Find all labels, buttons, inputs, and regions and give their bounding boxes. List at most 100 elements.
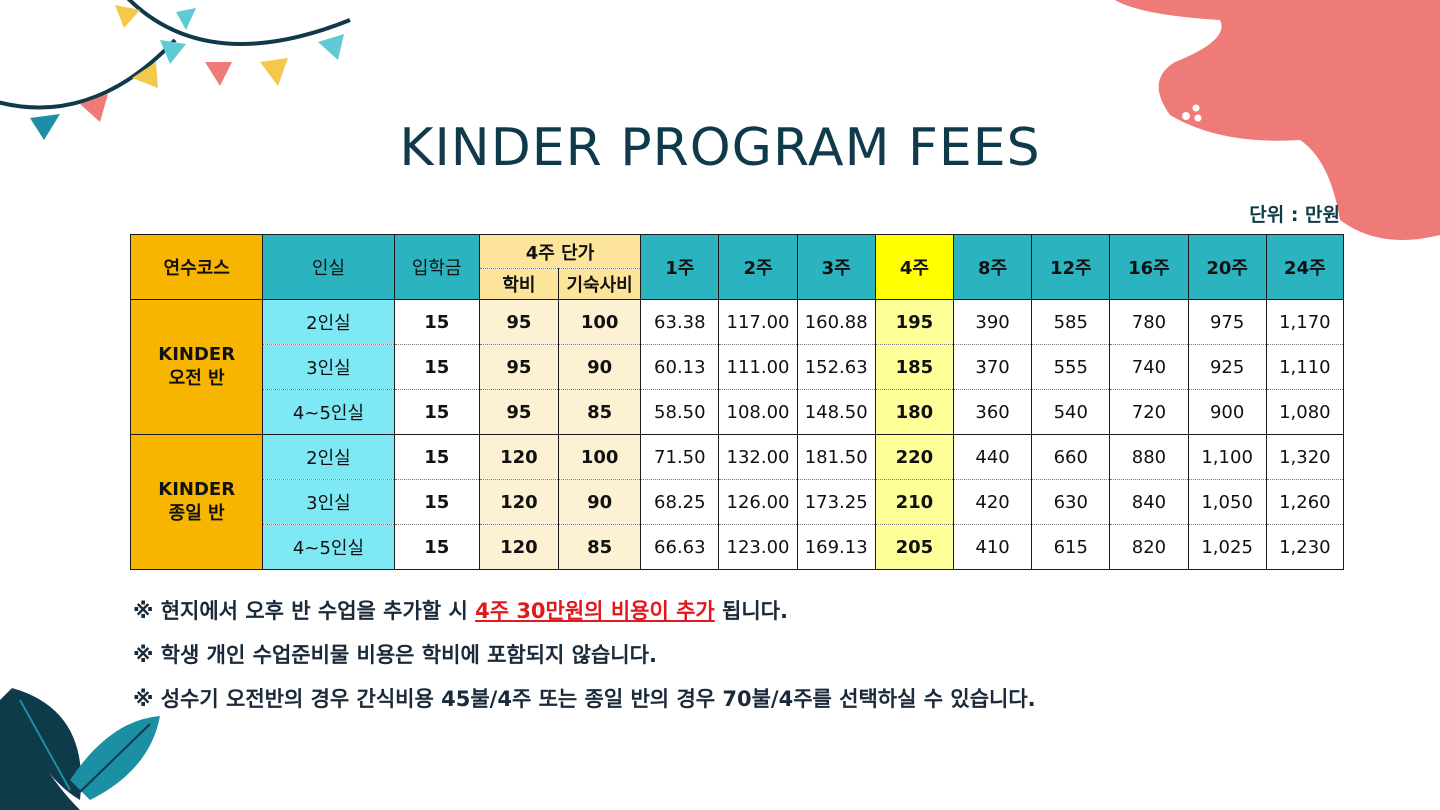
week-24-cell: 1,260 [1265,479,1345,525]
dorm-fee-cell: 90 [558,479,642,525]
week-2-cell: 108.00 [718,389,798,435]
week-1-cell: 66.63 [640,524,720,570]
page-title: KINDER PROGRAM FEES [399,118,1041,178]
table-row: 4~5인실 15 95 85 58.50 108.00 148.50 180 3… [131,389,1345,435]
header-week-4: 4주 [874,234,954,300]
room-cell: 4~5인실 [262,524,395,570]
entry-fee-cell: 15 [393,524,480,570]
header-dorm-fee: 기숙사비 [558,268,642,300]
week-1-cell: 71.50 [640,434,720,480]
week-12-cell: 555 [1031,344,1111,390]
week-3-cell: 160.88 [796,299,876,345]
week-12-cell: 660 [1031,434,1111,480]
notes: ※ 현지에서 오후 반 수업을 추가할 시 4주 30만원의 비용이 추가 됩니… [133,596,1036,728]
week-16-cell: 720 [1109,389,1189,435]
week-3-cell: 152.63 [796,344,876,390]
week-2-cell: 117.00 [718,299,798,345]
week-3-cell: 173.25 [796,479,876,525]
week-20-cell: 925 [1187,344,1267,390]
dorm-fee-cell: 90 [558,344,642,390]
week-2-cell: 111.00 [718,344,798,390]
room-cell: 2인실 [262,299,395,345]
week-24-cell: 1,230 [1265,524,1345,570]
week-4-cell: 195 [874,299,954,345]
week-8-cell: 440 [952,434,1033,480]
entry-fee-cell: 15 [393,389,480,435]
week-20-cell: 900 [1187,389,1267,435]
table-row: 3인실 15 95 90 60.13 111.00 152.63 185 370… [131,344,1345,390]
room-cell: 3인실 [262,479,395,525]
course-cell: KINDER 종일 반 [129,434,264,570]
note-afternoon-class: ※ 현지에서 오후 반 수업을 추가할 시 4주 30만원의 비용이 추가 됩니… [133,599,788,623]
dorm-fee-cell: 85 [558,524,642,570]
entry-fee-cell: 15 [393,299,480,345]
note-supplies: ※ 학생 개인 수업준비물 비용은 학비에 포함되지 않습니다. [133,643,657,667]
week-1-cell: 68.25 [640,479,720,525]
week-24-cell: 1,080 [1265,389,1345,435]
leaf-decoration [0,688,160,810]
room-cell: 2인실 [262,434,395,480]
header-week-12: 12주 [1031,234,1111,300]
week-16-cell: 780 [1109,299,1189,345]
dorm-fee-cell: 100 [558,299,642,345]
note-highlight: 4주 30만원의 비용이 추가 [475,599,715,623]
fee-table: 연수코스 인실 입학금 4주 단가 1주 2주 3주 4주 8주 12주 16주… [129,234,1345,570]
header-subrow: 학비 기숙사비 [131,268,1344,300]
week-24-cell: 1,320 [1265,434,1345,480]
week-8-cell: 360 [952,389,1033,435]
week-12-cell: 540 [1031,389,1111,435]
week-20-cell: 1,025 [1187,524,1267,570]
header-week-3: 3주 [796,234,876,300]
coral-blob [1115,0,1440,240]
header-week-2: 2주 [718,234,798,300]
tuition-cell: 95 [478,389,560,435]
week-4-cell: 180 [874,389,954,435]
week-12-cell: 615 [1031,524,1111,570]
week-16-cell: 740 [1109,344,1189,390]
header-week-20: 20주 [1187,234,1267,300]
course-cell: KINDER 오전 반 [129,299,264,435]
header-room: 인실 [262,234,395,300]
header-row: 연수코스 인실 입학금 4주 단가 1주 2주 3주 4주 8주 12주 16주… [129,234,1345,300]
table-row: 4~5인실 15 120 85 66.63 123.00 169.13 205 … [131,524,1345,570]
dorm-fee-cell: 100 [558,434,642,480]
header-week-16: 16주 [1109,234,1189,300]
room-cell: 4~5인실 [262,389,395,435]
week-4-cell: 220 [874,434,954,480]
week-3-cell: 148.50 [796,389,876,435]
note-snack-fee: ※ 성수기 오전반의 경우 간식비용 45불/4주 또는 종일 반의 경우 70… [133,687,1036,711]
week-8-cell: 410 [952,524,1033,570]
week-8-cell: 370 [952,344,1033,390]
bunting-garland [0,0,351,140]
week-3-cell: 181.50 [796,434,876,480]
week-1-cell: 63.38 [640,299,720,345]
unit-label: 단위 : 만원 [1249,204,1340,226]
week-3-cell: 169.13 [796,524,876,570]
week-12-cell: 585 [1031,299,1111,345]
header-course: 연수코스 [129,234,264,300]
week-24-cell: 1,110 [1265,344,1345,390]
week-4-cell: 210 [874,479,954,525]
week-20-cell: 1,100 [1187,434,1267,480]
week-2-cell: 132.00 [718,434,798,480]
week-20-cell: 975 [1187,299,1267,345]
header-tuition: 학비 [478,268,560,300]
table-row: 3인실 15 120 90 68.25 126.00 173.25 210 42… [131,479,1345,525]
week-12-cell: 630 [1031,479,1111,525]
tuition-cell: 120 [478,479,560,525]
table-row: KINDER 오전 반 2인실 15 95 100 63.38 117.00 16… [129,299,1345,435]
header-week-1: 1주 [640,234,720,300]
header-week-8: 8주 [952,234,1033,300]
week-16-cell: 820 [1109,524,1189,570]
room-cell: 3인실 [262,344,395,390]
tuition-cell: 95 [478,344,560,390]
table-row: KINDER 종일 반 2인실 15 120 100 71.50 132.00 1… [129,434,1345,570]
week-2-cell: 123.00 [718,524,798,570]
week-2-cell: 126.00 [718,479,798,525]
week-8-cell: 390 [952,299,1033,345]
header-unit-price: 4주 단가 [478,234,642,269]
tuition-cell: 120 [478,524,560,570]
entry-fee-cell: 15 [393,434,480,480]
dorm-fee-cell: 85 [558,389,642,435]
